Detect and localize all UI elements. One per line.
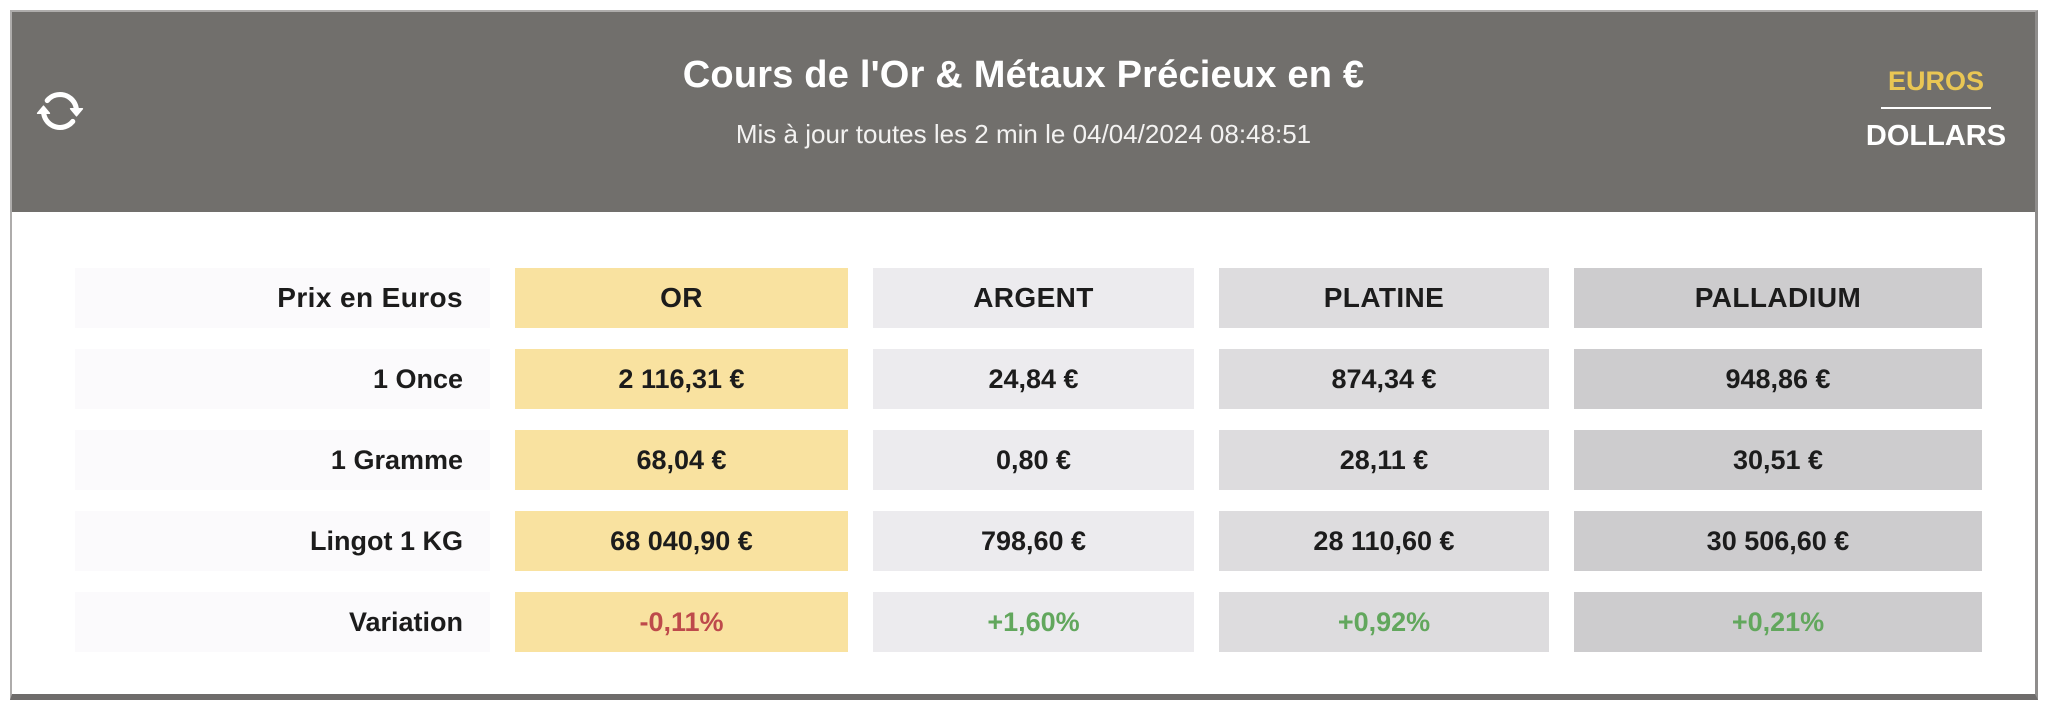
price-cell-platine-gramme: 28,11 €: [1219, 430, 1549, 490]
price-cell-palladium-lingot: 30 506,60 €: [1574, 511, 1982, 571]
price-cell-or-lingot: 68 040,90 €: [515, 511, 848, 571]
table-row-variation: Variation -0,11% +1,60% +0,92% +0,21%: [75, 592, 1982, 652]
column-header-platine: PLATINE: [1219, 268, 1549, 328]
currency-divider: [1881, 107, 1991, 109]
prices-table: Prix en Euros OR ARGENT PLATINE PALLADIU…: [12, 212, 2035, 652]
column-header-argent: ARGENT: [873, 268, 1194, 328]
table-row-gramme: 1 Gramme 68,04 € 0,80 € 28,11 € 30,51 €: [75, 430, 1982, 490]
price-cell-argent-once: 24,84 €: [873, 349, 1194, 409]
row-label-gramme: 1 Gramme: [75, 430, 490, 490]
currency-euros-tab[interactable]: EUROS: [1887, 66, 1985, 96]
refresh-button[interactable]: [36, 86, 86, 136]
price-cell-or-once: 2 116,31 €: [515, 349, 848, 409]
price-cell-or-gramme: 68,04 €: [515, 430, 848, 490]
price-cell-palladium-once: 948,86 €: [1574, 349, 1982, 409]
table-row-lingot: Lingot 1 KG 68 040,90 € 798,60 € 28 110,…: [75, 511, 1982, 571]
column-header-palladium: PALLADIUM: [1574, 268, 1982, 328]
row-label-variation: Variation: [75, 592, 490, 652]
variation-cell-argent: +1,60%: [873, 592, 1194, 652]
update-status: Mis à jour toutes les 2 min le 04/04/202…: [735, 119, 1312, 149]
widget-header: Cours de l'Or & Métaux Précieux en € Mis…: [12, 12, 2035, 212]
row-label-lingot: Lingot 1 KG: [75, 511, 490, 571]
price-cell-palladium-gramme: 30,51 €: [1574, 430, 1982, 490]
row-label-once: 1 Once: [75, 349, 490, 409]
price-cell-argent-gramme: 0,80 €: [873, 430, 1194, 490]
page-title: Cours de l'Or & Métaux Précieux en €: [682, 54, 1365, 96]
price-cell-platine-once: 874,34 €: [1219, 349, 1549, 409]
price-cell-platine-lingot: 28 110,60 €: [1219, 511, 1549, 571]
table-header-row: Prix en Euros OR ARGENT PLATINE PALLADIU…: [75, 268, 1982, 328]
column-header-or: OR: [515, 268, 848, 328]
variation-cell-or: -0,11%: [515, 592, 848, 652]
table-row-once: 1 Once 2 116,31 € 24,84 € 874,34 € 948,8…: [75, 349, 1982, 409]
refresh-icon: [36, 87, 86, 135]
corner-header: Prix en Euros: [75, 268, 490, 328]
price-cell-argent-lingot: 798,60 €: [873, 511, 1194, 571]
variation-cell-platine: +0,92%: [1219, 592, 1549, 652]
currency-dollars-tab[interactable]: DOLLARS: [1865, 120, 2007, 152]
currency-toggle: EUROS DOLLARS: [1861, 68, 2011, 151]
variation-cell-palladium: +0,21%: [1574, 592, 1982, 652]
gold-price-widget: Cours de l'Or & Métaux Précieux en € Mis…: [10, 10, 2038, 700]
